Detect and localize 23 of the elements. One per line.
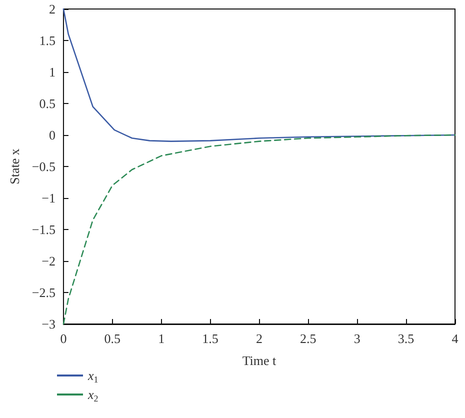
y-tick-label: −2.5 — [32, 285, 56, 300]
y-tick-label: 0.5 — [39, 96, 56, 111]
y-tick-label: 2 — [48, 2, 56, 16]
x-tick-label: 2.5 — [300, 331, 316, 346]
y-tick-label: −1.5 — [32, 222, 56, 237]
line-series — [62, 8, 456, 142]
y-tick-label: −3 — [42, 316, 56, 332]
x-tick-label: 0.5 — [104, 331, 121, 346]
x-axis-title: Time t — [242, 353, 277, 368]
x-tick-label: 1.5 — [202, 331, 218, 346]
y-tick-label: −2 — [42, 254, 56, 268]
x-tick-label: 4 — [452, 331, 459, 346]
x-tick-label: 1 — [158, 331, 165, 346]
y-tick-label: 1 — [48, 64, 56, 80]
y-tick-label: 0 — [48, 128, 56, 142]
x-tick-label: 2 — [256, 331, 262, 346]
x-tick-label: 0 — [60, 331, 67, 346]
y-tick-label: 1.5 — [39, 33, 56, 48]
y-tick-label: −0.5 — [32, 159, 56, 174]
y-tick-label: −1 — [42, 190, 56, 206]
x-tick-label: 3 — [354, 331, 360, 346]
x-tick-label: 3.5 — [398, 331, 414, 346]
y-axis-title: State x — [7, 148, 22, 184]
